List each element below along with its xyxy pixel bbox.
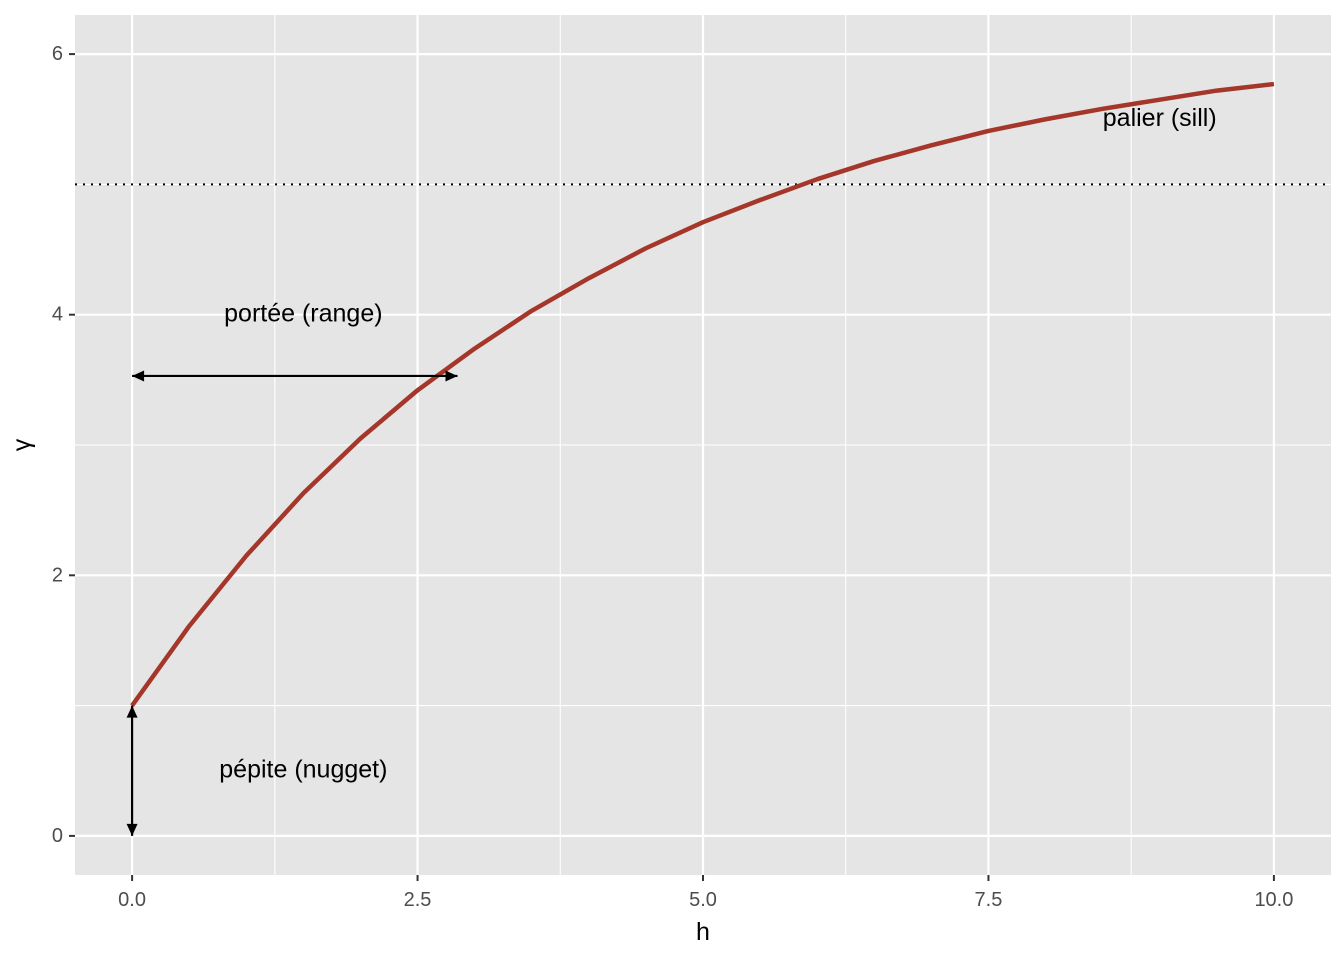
x-tick-label: 5.0	[689, 889, 717, 911]
major-grid	[75, 15, 1331, 875]
annotations-layer: palier (sill) portée (range) pépite (nugge…	[219, 104, 1216, 784]
variogram-curve	[130, 81, 1275, 707]
x-tick-label: 10.0	[1254, 889, 1293, 911]
annotation-label: pépite (nugget)	[219, 755, 387, 783]
nugget-arrow-head-end	[126, 705, 138, 718]
series-layer	[130, 81, 1275, 707]
annotation-label: portée (range)	[224, 299, 382, 327]
y-tick-label: 6	[52, 43, 63, 65]
annotation-label: palier (sill)	[1103, 104, 1217, 132]
y-tick-label: 2	[52, 564, 63, 586]
y-axis: 0 2 4 6	[52, 43, 75, 847]
y-axis-title: γ	[8, 438, 36, 451]
x-axis: 0.0 2.5 5.0 7.5 10.0	[118, 875, 1293, 911]
x-tick-label: 7.5	[975, 889, 1003, 911]
y-tick-label: 0	[52, 825, 63, 847]
x-axis-title: h	[696, 918, 710, 946]
nugget-arrow-head-start	[126, 823, 138, 836]
range-arrow-head-end	[445, 370, 458, 382]
y-tick-label: 4	[52, 304, 63, 326]
x-tick-label: 2.5	[404, 889, 432, 911]
range-arrow-head-start	[132, 370, 145, 382]
arrows-layer	[126, 370, 458, 836]
x-tick-label: 0.0	[118, 889, 146, 911]
